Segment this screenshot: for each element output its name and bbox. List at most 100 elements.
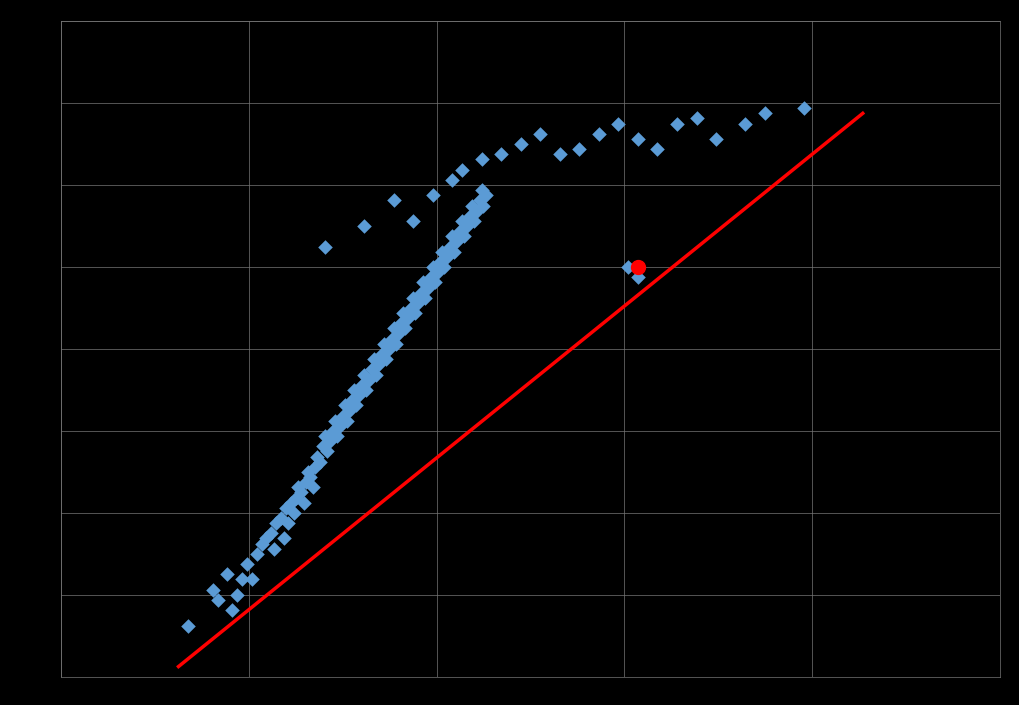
Point bbox=[629, 262, 645, 273]
Point bbox=[405, 215, 421, 226]
Point bbox=[468, 205, 484, 216]
Point bbox=[415, 277, 431, 288]
Point bbox=[396, 323, 413, 334]
Point bbox=[571, 144, 587, 155]
Point bbox=[180, 620, 197, 631]
Point bbox=[205, 584, 221, 595]
Point bbox=[390, 328, 407, 339]
Point bbox=[434, 246, 450, 257]
Point bbox=[475, 200, 491, 211]
Point bbox=[551, 149, 568, 160]
Point bbox=[429, 266, 445, 278]
Point bbox=[413, 287, 429, 298]
Point bbox=[756, 108, 772, 119]
Point bbox=[328, 431, 344, 442]
Point bbox=[668, 118, 685, 129]
Point bbox=[266, 543, 282, 554]
Point bbox=[424, 190, 440, 201]
Point bbox=[688, 113, 704, 124]
Point bbox=[620, 262, 636, 273]
Point bbox=[358, 384, 374, 396]
Point bbox=[209, 594, 225, 606]
Point bbox=[473, 154, 489, 165]
Point bbox=[244, 574, 260, 585]
Point bbox=[309, 451, 325, 462]
Point bbox=[426, 277, 442, 288]
Point bbox=[324, 425, 340, 436]
Point bbox=[296, 497, 312, 508]
Point bbox=[351, 389, 367, 400]
Point bbox=[419, 282, 435, 293]
Point bbox=[285, 508, 302, 519]
Point bbox=[315, 441, 331, 452]
Point bbox=[459, 221, 475, 232]
Point bbox=[403, 302, 419, 314]
Point bbox=[463, 200, 479, 211]
Point bbox=[439, 251, 455, 262]
Point bbox=[473, 185, 489, 196]
Point bbox=[385, 195, 401, 206]
Point bbox=[629, 271, 645, 283]
Point bbox=[258, 533, 274, 544]
Point bbox=[451, 226, 468, 237]
Point bbox=[629, 133, 645, 145]
Point bbox=[356, 221, 372, 232]
Point bbox=[383, 333, 399, 344]
Point bbox=[233, 574, 250, 585]
Point bbox=[361, 374, 377, 386]
Point bbox=[394, 307, 411, 319]
Point bbox=[532, 128, 548, 140]
Point bbox=[334, 410, 351, 421]
Point bbox=[279, 517, 296, 529]
Point bbox=[289, 482, 306, 493]
Point bbox=[368, 369, 384, 380]
Point bbox=[356, 369, 372, 380]
Point bbox=[277, 502, 293, 513]
Point bbox=[707, 133, 723, 145]
Point bbox=[492, 149, 508, 160]
Point bbox=[443, 231, 460, 242]
Point bbox=[263, 528, 279, 539]
Point bbox=[424, 262, 440, 273]
Point bbox=[465, 215, 481, 226]
Point bbox=[305, 482, 321, 493]
Point bbox=[453, 164, 470, 176]
Point bbox=[448, 235, 465, 247]
Point bbox=[422, 271, 438, 283]
Point bbox=[338, 415, 355, 427]
Point bbox=[795, 103, 811, 114]
Point bbox=[417, 292, 433, 303]
Point bbox=[298, 477, 314, 488]
Point bbox=[393, 318, 410, 329]
Point bbox=[312, 456, 328, 467]
Point bbox=[331, 420, 347, 431]
Point bbox=[282, 497, 299, 508]
Point bbox=[407, 307, 423, 319]
Point bbox=[344, 395, 361, 406]
Point bbox=[380, 343, 396, 355]
Point bbox=[322, 436, 338, 447]
Point bbox=[317, 241, 333, 252]
Point bbox=[317, 431, 333, 442]
Point bbox=[443, 174, 460, 185]
Point bbox=[455, 231, 472, 242]
Point bbox=[590, 128, 606, 140]
Point bbox=[649, 144, 665, 155]
Point bbox=[249, 548, 265, 560]
Point bbox=[341, 405, 358, 416]
Point bbox=[373, 348, 389, 360]
Point bbox=[224, 605, 240, 616]
Point bbox=[436, 262, 452, 273]
Point bbox=[441, 241, 458, 252]
Point bbox=[326, 415, 342, 427]
Point bbox=[253, 538, 269, 549]
Point bbox=[471, 195, 487, 206]
Point bbox=[228, 589, 245, 601]
Point bbox=[399, 312, 416, 324]
Point bbox=[364, 364, 380, 375]
Point bbox=[319, 446, 335, 457]
Point bbox=[478, 190, 494, 201]
Point bbox=[375, 338, 391, 350]
Point bbox=[737, 118, 753, 129]
Point bbox=[273, 513, 289, 524]
